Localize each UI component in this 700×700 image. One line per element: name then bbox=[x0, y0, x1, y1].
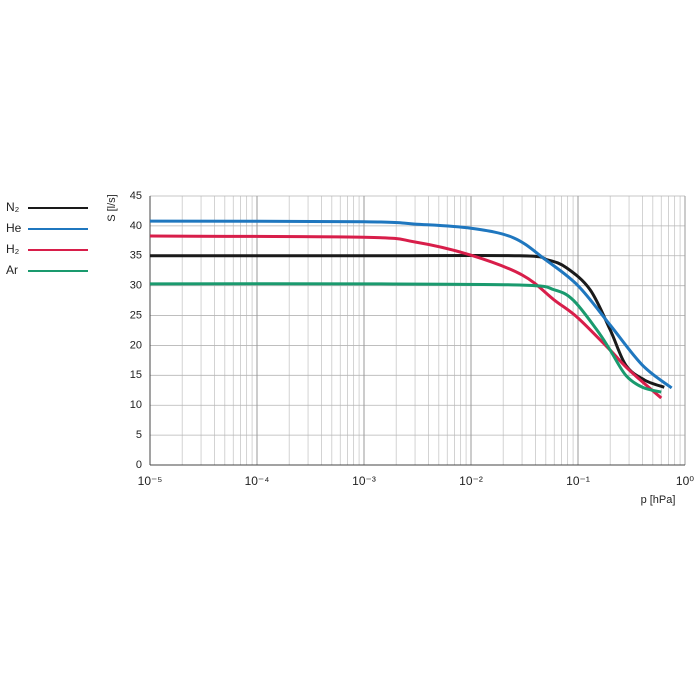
y-tick-label: 35 bbox=[130, 250, 142, 262]
x-tick-label: 10⁻⁵ bbox=[138, 474, 163, 488]
legend-label: H₂ bbox=[6, 242, 20, 256]
y-tick-label: 30 bbox=[130, 280, 142, 292]
y-tick-label: 20 bbox=[130, 339, 142, 351]
legend-label: N₂ bbox=[6, 200, 20, 214]
series-line bbox=[149, 253, 665, 389]
x-tick-label: 10⁰ bbox=[676, 474, 694, 488]
y-tick-label: 15 bbox=[130, 369, 142, 381]
x-tick-label: 10⁻³ bbox=[352, 474, 376, 488]
x-axis-label: p [hPa] bbox=[641, 494, 676, 506]
legend-label: He bbox=[6, 221, 22, 235]
y-tick-label: 0 bbox=[136, 459, 142, 471]
legend-label: Ar bbox=[6, 263, 18, 277]
series-line bbox=[149, 219, 673, 390]
series-line bbox=[149, 282, 662, 394]
y-tick-label: 5 bbox=[136, 429, 142, 441]
y-tick-label: 40 bbox=[130, 220, 142, 232]
y-tick-label: 45 bbox=[130, 190, 142, 202]
y-tick-label: 25 bbox=[130, 309, 142, 321]
x-tick-label: 10⁻⁴ bbox=[245, 474, 270, 488]
y-tick-label: 10 bbox=[130, 399, 142, 411]
x-tick-label: 10⁻² bbox=[459, 474, 483, 488]
x-tick-label: 10⁻¹ bbox=[566, 474, 590, 488]
y-axis-label: S [l/s] bbox=[106, 194, 118, 222]
series-line bbox=[149, 234, 663, 400]
